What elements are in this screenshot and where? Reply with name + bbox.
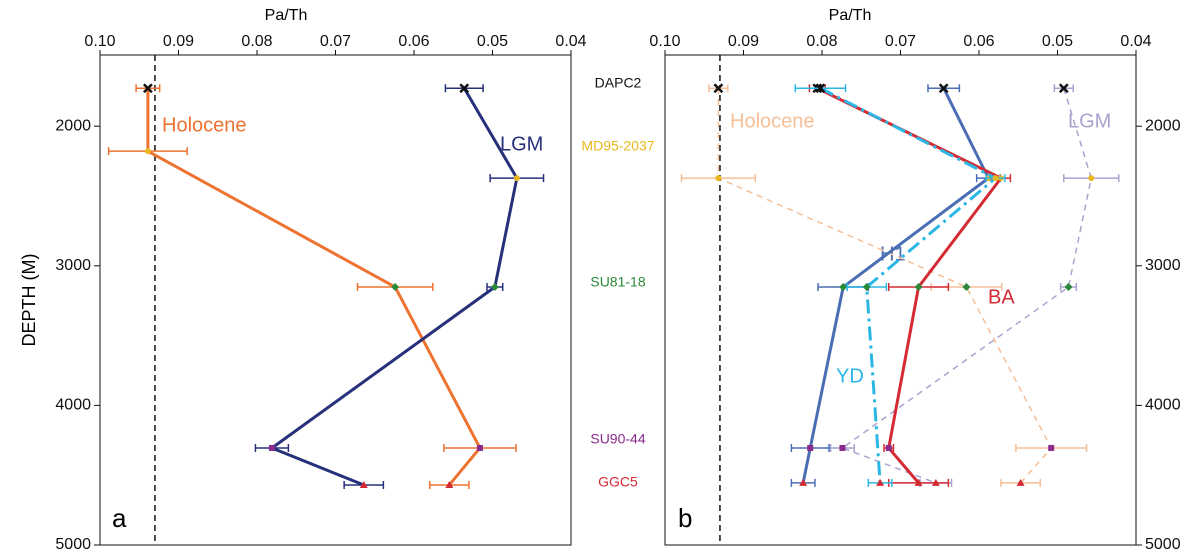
x-tick-label: 0.04 [1120, 33, 1151, 50]
marker [962, 283, 971, 292]
series-label: LGM [500, 133, 543, 155]
marker [885, 444, 892, 451]
x-tick-label: 0.04 [555, 33, 586, 50]
marker [143, 83, 153, 94]
site-label: MD95-2037 [581, 138, 654, 154]
marker [862, 283, 871, 292]
marker [938, 83, 949, 94]
x-tick-label: 0.06 [963, 33, 994, 50]
marker [839, 283, 848, 292]
y-tick-label: 3000 [55, 257, 91, 274]
marker [490, 283, 499, 292]
marker [876, 478, 885, 486]
marker [445, 480, 454, 488]
site-label: SU81-18 [590, 274, 645, 290]
marker [513, 175, 520, 182]
marker [914, 283, 923, 292]
marker [268, 444, 275, 451]
marker [144, 148, 151, 155]
panel-label: a [112, 503, 127, 533]
x-tick-label: 0.06 [398, 33, 429, 50]
site-label: SU90-44 [590, 431, 645, 447]
marker [1016, 478, 1025, 486]
x-axis-title: Pa/Th [829, 7, 872, 24]
x-tick-label: 0.09 [163, 33, 194, 50]
y-axis-title: DEPTH (M) [19, 254, 39, 347]
y-tick-label: 3000 [1145, 257, 1181, 274]
x-tick-label: 0.08 [241, 33, 272, 50]
x-tick-label: 0.08 [806, 33, 837, 50]
marker [359, 480, 368, 488]
x-tick-label: 0.05 [477, 33, 508, 50]
marker [807, 444, 814, 451]
series-label: BA [988, 286, 1015, 308]
site-label: GGC5 [598, 474, 638, 490]
x-tick-label: 0.07 [885, 33, 916, 50]
y-tick-label: 2000 [1145, 117, 1181, 134]
series-label: YD [836, 365, 864, 387]
site-label: DAPC2 [595, 75, 642, 91]
x-tick-label: 0.05 [1042, 33, 1073, 50]
x-tick-label: 0.07 [320, 33, 351, 50]
series-label: Holocene [162, 114, 247, 136]
marker [459, 83, 470, 94]
series-label: Holocene [730, 110, 815, 132]
marker [1048, 444, 1055, 451]
marker [992, 175, 999, 182]
marker [914, 478, 923, 486]
series-line [717, 88, 1052, 484]
series-line [819, 86, 997, 483]
panel-label: b [678, 503, 692, 533]
series-label: LGM [1068, 110, 1111, 132]
x-axis-title: Pa/Th [265, 7, 308, 24]
marker [839, 444, 846, 451]
x-tick-label: 0.10 [84, 33, 115, 50]
y-tick-label: 4000 [1145, 397, 1181, 414]
y-tick-label: 5000 [55, 536, 91, 553]
x-tick-label: 0.09 [728, 33, 759, 50]
y-tick-label: 4000 [55, 397, 91, 414]
marker [713, 83, 724, 94]
marker [815, 83, 826, 94]
y-tick-label: 5000 [1145, 536, 1181, 553]
marker [391, 283, 400, 292]
marker [476, 444, 483, 451]
series-line [801, 87, 990, 484]
marker [1088, 175, 1095, 182]
x-tick-label: 0.10 [649, 33, 680, 50]
marker [1058, 83, 1069, 94]
y-tick-label: 2000 [55, 117, 91, 134]
marker [715, 175, 722, 182]
marker [1064, 283, 1073, 292]
marker [799, 478, 808, 486]
